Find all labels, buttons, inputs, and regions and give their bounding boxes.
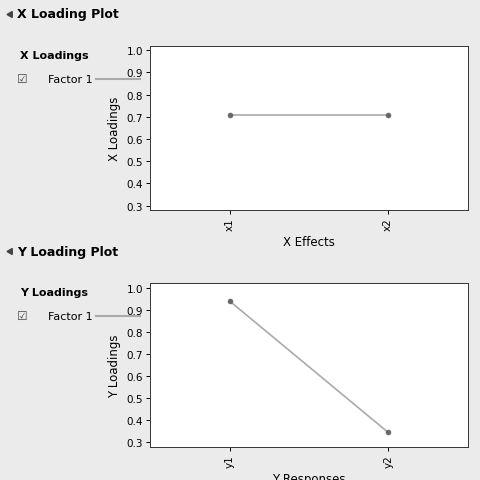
Text: Y Loadings: Y Loadings — [20, 288, 88, 298]
Text: Factor 1: Factor 1 — [48, 74, 92, 84]
X-axis label: Y Responses: Y Responses — [272, 472, 345, 480]
Text: ☑: ☑ — [17, 73, 27, 86]
Text: Factor 1: Factor 1 — [48, 312, 92, 321]
Text: X Loadings: X Loadings — [20, 51, 88, 60]
Text: Y Loading Plot: Y Loading Plot — [17, 245, 118, 258]
X-axis label: X Effects: X Effects — [282, 236, 334, 249]
Y-axis label: X Loadings: X Loadings — [108, 96, 121, 161]
Y-axis label: Y Loadings: Y Loadings — [108, 334, 121, 397]
Text: ☑: ☑ — [17, 310, 27, 323]
Text: X Loading Plot: X Loading Plot — [17, 8, 119, 21]
